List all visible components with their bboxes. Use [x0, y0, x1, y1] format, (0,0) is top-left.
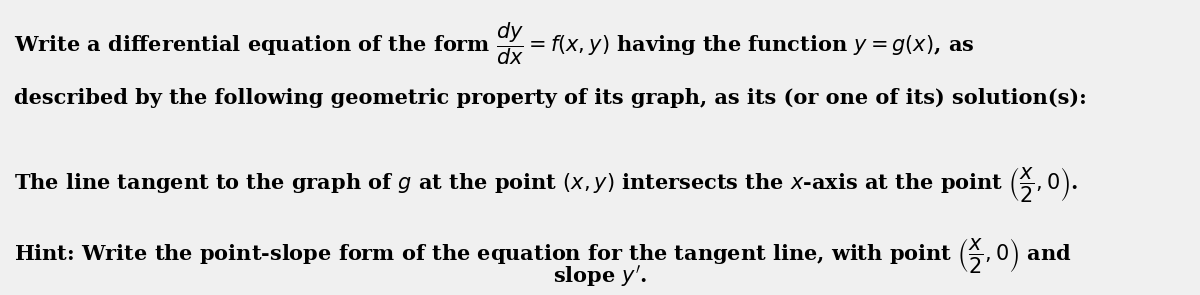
Text: Write a differential equation of the form $\dfrac{dy}{dx} = f(x, y)$ having the : Write a differential equation of the for…	[14, 21, 974, 67]
Text: slope $y'$.: slope $y'$.	[553, 263, 647, 289]
Text: Hint: Write the point-slope form of the equation for the tangent line, with poin: Hint: Write the point-slope form of the …	[14, 236, 1072, 275]
Text: described by the following geometric property of its graph, as its (or one of it: described by the following geometric pro…	[14, 88, 1087, 109]
Text: The line tangent to the graph of $g$ at the point $(x, y)$ intersects the $x$-ax: The line tangent to the graph of $g$ at …	[14, 165, 1079, 204]
